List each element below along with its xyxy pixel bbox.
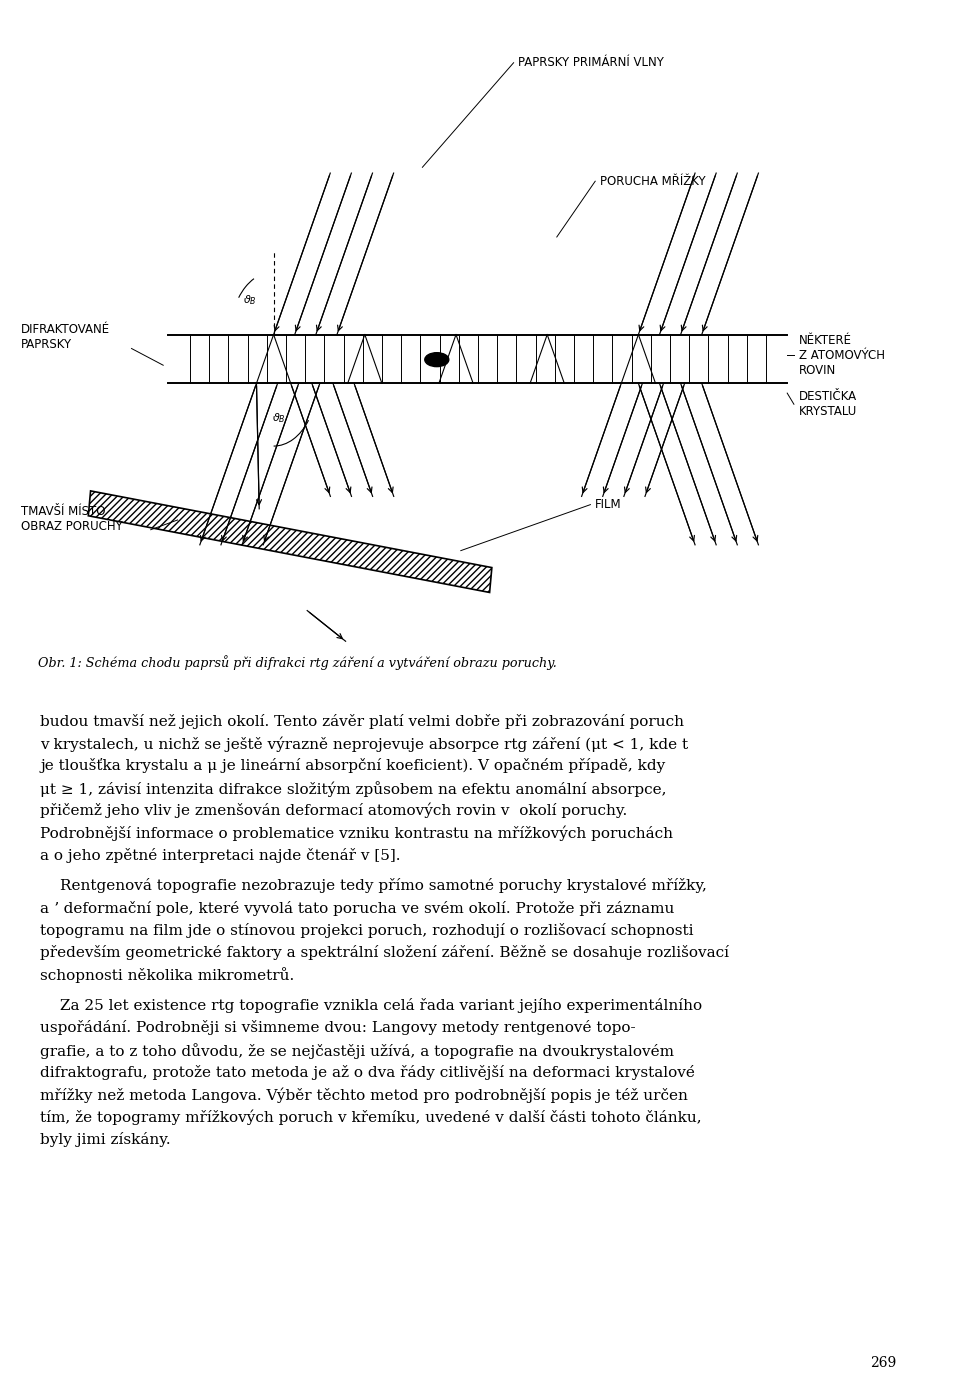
Text: Rentgenová topografie nezobrazuje tedy přímo samotné poruchy krystalové mřížky,: Rentgenová topografie nezobrazuje tedy p… bbox=[60, 878, 708, 894]
Text: FILM: FILM bbox=[595, 498, 622, 512]
Text: $\vartheta_B$: $\vartheta_B$ bbox=[272, 411, 285, 425]
Text: budou tmavší než jejich okolí. Tento závěr platí velmi dobře při zobrazování por: budou tmavší než jejich okolí. Tento záv… bbox=[40, 714, 684, 729]
Text: uspořádání. Podrobněji si všimneme dvou: Langovy metody rentgenové topo-: uspořádání. Podrobněji si všimneme dvou:… bbox=[40, 1020, 636, 1036]
Text: Obr. 1: Schéma chodu paprsů při difrakci rtg záření a vytváření obrazu poruchy.: Obr. 1: Schéma chodu paprsů při difrakci… bbox=[38, 655, 557, 671]
Text: Za 25 let existence rtg topografie vznikla celá řada variant jejího experimentál: Za 25 let existence rtg topografie vznik… bbox=[60, 998, 703, 1013]
Text: a ʼ deformační pole, které vyvolá tato porucha ve svém okolí. Protože při zázna: a ʼ deformační pole, které vyvolá tato … bbox=[40, 901, 675, 916]
Text: mřížky než metoda Langova. Výběr těchto metod pro podrobnější popis je též určen: mřížky než metoda Langova. Výběr těchto … bbox=[40, 1087, 688, 1103]
Text: topogramu na film jde o stínovou projekci poruch, rozhodují o rozlišovací schopn: topogramu na film jde o stínovou projekc… bbox=[40, 923, 694, 938]
Text: schopnosti několika mikrometrů.: schopnosti několika mikrometrů. bbox=[40, 967, 295, 983]
Text: tím, že topogramy mřížkových poruch v křemíku, uvedené v další části tohoto člán: tím, že topogramy mřížkových poruch v kř… bbox=[40, 1110, 702, 1125]
Text: PORUCHA MŘÍŽKY: PORUCHA MŘÍŽKY bbox=[600, 174, 706, 188]
Text: především geometrické faktory a spektrální složení záření. Běžně se dosahuje roz: především geometrické faktory a spektrál… bbox=[40, 945, 730, 960]
Text: v krystalech, u nichž se ještě výrazně neprojevuje absorpce rtg záření (μt < 1, : v krystalech, u nichž se ještě výrazně n… bbox=[40, 736, 688, 751]
Text: TMAVŠÍ MÍSTO
OBRAZ PORUCHY: TMAVŠÍ MÍSTO OBRAZ PORUCHY bbox=[21, 505, 123, 533]
Ellipse shape bbox=[424, 353, 449, 367]
Text: NĚKTERÉ
Z ATOMOVÝCH
ROVIN: NĚKTERÉ Z ATOMOVÝCH ROVIN bbox=[799, 335, 885, 376]
Text: PAPRSKY PRIMÁRNÍ VLNY: PAPRSKY PRIMÁRNÍ VLNY bbox=[518, 56, 664, 70]
Text: je tloušťka krystalu a μ je lineární absorpční koeficient). V opačném případě: je tloušťka krystalu a μ je lineární abs… bbox=[40, 758, 665, 774]
Text: byly jimi získány.: byly jimi získány. bbox=[40, 1132, 171, 1147]
Text: a o jeho zpětné interpretaci najde čtenář v [5].: a o jeho zpětné interpretaci najde čtená… bbox=[40, 848, 401, 863]
Polygon shape bbox=[88, 491, 492, 592]
Text: $\vartheta_B$: $\vartheta_B$ bbox=[243, 293, 256, 307]
Text: grafie, a to z toho důvodu, že se nejčastěji užívá, a topografie na dvoukrystal: grafie, a to z toho důvodu, že se nejča… bbox=[40, 1043, 674, 1058]
Text: difraktografu, protože tato metoda je až o dva řády citlivější na deformaci krys: difraktografu, protože tato metoda je až… bbox=[40, 1065, 695, 1080]
Text: μt ≥ 1, závisí intenzita difrakce složitým způsobem na efektu anomální absorpce,: μt ≥ 1, závisí intenzita difrakce složit… bbox=[40, 781, 667, 796]
Text: DESTIČKA
KRYSTALU: DESTIČKA KRYSTALU bbox=[799, 390, 857, 418]
Text: 269: 269 bbox=[870, 1356, 897, 1370]
Text: DIFRAKTOVANÉ
PAPRSKY: DIFRAKTOVANÉ PAPRSKY bbox=[21, 323, 110, 351]
Text: Podrobnější informace o problematice vzniku kontrastu na mřížkových poruchách: Podrobnější informace o problematice vzn… bbox=[40, 825, 673, 841]
Text: přičemž jeho vliv je zmenšován deformací atomových rovin v  okolí poruchy.: přičemž jeho vliv je zmenšován deforma… bbox=[40, 803, 628, 818]
